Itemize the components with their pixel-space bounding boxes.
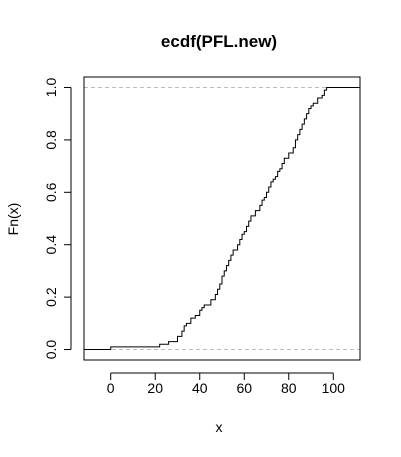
y-tick-label: 1.0 <box>43 78 59 98</box>
x-tick-label: 80 <box>281 380 297 396</box>
x-tick-label: 60 <box>236 380 252 396</box>
plot-frame <box>83 76 361 361</box>
ecdf-line <box>84 86 360 351</box>
y-tick-label: 0.0 <box>43 340 59 360</box>
ecdf-step-function <box>84 86 360 351</box>
x-tick-label: 20 <box>147 380 163 396</box>
x-axis: 0 20 40 60 80 100 <box>107 372 346 396</box>
reference-lines <box>84 86 360 351</box>
y-tick-label: 0.4 <box>43 235 59 255</box>
y-tick-label: 0.6 <box>43 182 59 202</box>
chart-title: ecdf(PFL.new) <box>161 32 277 51</box>
y-axis: 0.0 0.2 0.4 0.6 0.8 1.0 <box>43 78 72 360</box>
y-axis-label: Fn(x) <box>5 203 21 236</box>
y-tick-label: 0.2 <box>43 287 59 307</box>
x-tick-label: 0 <box>107 380 115 396</box>
y-tick-label: 0.8 <box>43 130 59 150</box>
x-tick-label: 40 <box>192 380 208 396</box>
x-tick-label: 100 <box>322 380 346 396</box>
x-axis-label: x <box>216 419 223 435</box>
